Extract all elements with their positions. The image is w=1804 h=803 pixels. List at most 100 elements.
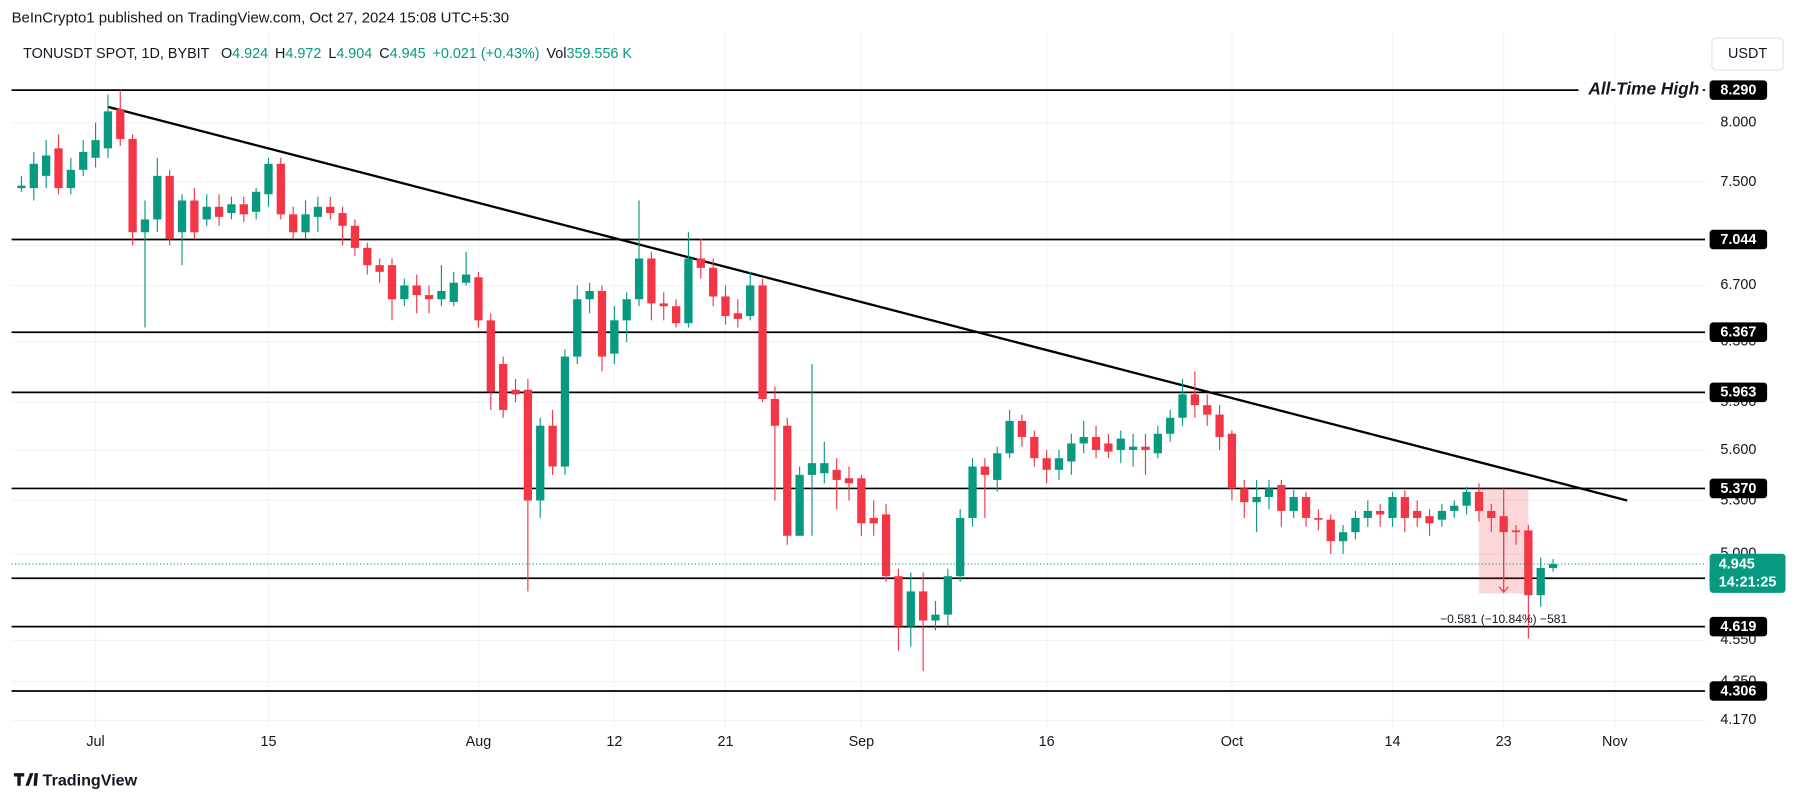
candle-body xyxy=(844,478,854,484)
candle-body xyxy=(1413,510,1422,518)
y-tick-label: 8.000 xyxy=(1720,115,1756,131)
candle-body xyxy=(1487,510,1496,518)
candle-body xyxy=(1203,405,1212,415)
level-label: 4.306 xyxy=(1720,683,1756,699)
candle-body xyxy=(1252,497,1261,503)
candle-body xyxy=(54,148,63,189)
trendline xyxy=(107,105,1628,502)
candle-body xyxy=(1363,510,1372,518)
level-label: 5.370 xyxy=(1720,481,1756,497)
level-text: All-Time High xyxy=(1587,79,1699,99)
candle-body xyxy=(461,274,471,283)
symbol-legend: TONUSDT SPOT, 1D, BYBIT O4.924 H4.972 L4.90… xyxy=(23,46,632,62)
currency-button[interactable] xyxy=(1711,37,1784,71)
candle-body xyxy=(906,591,915,627)
candle-body xyxy=(993,453,1002,480)
candle-body xyxy=(1079,436,1088,444)
candle-body xyxy=(684,258,693,324)
x-tick-label: 14 xyxy=(1384,734,1400,750)
overlay: −0.581 (−10.84%) −581 8.290 All-Time High 7… xyxy=(1440,78,1786,701)
legend-key: H xyxy=(275,46,285,62)
candle-body xyxy=(1067,443,1076,462)
level-label: 7.044 xyxy=(1720,232,1756,248)
legend-value: 4.945 xyxy=(390,46,426,62)
candle-body xyxy=(1400,497,1409,518)
brand-logo xyxy=(13,773,39,786)
candle-body xyxy=(1314,517,1323,520)
x-tick-label: 15 xyxy=(260,734,276,750)
level-label-box xyxy=(1709,229,1768,250)
candle-body xyxy=(560,356,570,467)
candle-body xyxy=(585,290,594,300)
currency-label[interactable]: USDT xyxy=(1728,46,1767,62)
measure-label: −0.581 (−10.84%) −581 xyxy=(1440,612,1567,626)
candle-body xyxy=(523,389,533,501)
candle-body xyxy=(301,214,310,233)
header: BeInCrypto1 published on TradingView.com… xyxy=(12,9,510,26)
candle-body xyxy=(671,306,681,324)
candle-body xyxy=(91,140,100,158)
candle-body xyxy=(1524,530,1533,596)
candle-body xyxy=(622,299,631,321)
candle-body xyxy=(214,206,224,217)
candle-body xyxy=(1104,443,1113,452)
candle-body xyxy=(474,277,483,321)
x-tick-label: Aug xyxy=(466,734,492,750)
candle-body xyxy=(1091,436,1101,450)
candle-body xyxy=(1499,516,1508,533)
candle-body xyxy=(659,303,668,307)
candle-body xyxy=(29,163,38,189)
candle-body xyxy=(894,576,903,627)
candle-body xyxy=(1178,394,1187,418)
x-tick-label: Nov xyxy=(1602,734,1628,750)
candle-body xyxy=(424,295,434,300)
candle-body xyxy=(326,206,335,214)
candle-body xyxy=(387,265,397,300)
level-label-box xyxy=(1709,322,1768,342)
candle-body xyxy=(400,285,409,300)
candle-body xyxy=(338,213,347,226)
candle-body xyxy=(634,258,644,300)
candle-body xyxy=(190,200,199,233)
candle-body xyxy=(289,214,298,233)
candle-body xyxy=(758,285,767,399)
legend-key: O xyxy=(221,46,232,62)
candle-body xyxy=(980,466,990,475)
candle-body xyxy=(1425,516,1434,524)
candle-body xyxy=(79,151,88,170)
candle-body xyxy=(239,204,248,215)
measure-arrowhead xyxy=(1498,586,1509,594)
candle-body xyxy=(573,299,582,357)
level-text-bg xyxy=(1578,78,1703,102)
candle-body xyxy=(807,463,817,475)
candle-body xyxy=(746,285,755,317)
brand: TradingView xyxy=(43,771,138,789)
candle-body xyxy=(536,425,545,501)
candle-body xyxy=(140,219,150,233)
candle-body xyxy=(918,591,928,621)
candle-body xyxy=(1388,497,1397,518)
candle-body xyxy=(1128,446,1138,450)
candle-body xyxy=(350,225,360,248)
candle-body xyxy=(1264,488,1274,498)
candle-body xyxy=(313,206,323,217)
candle-body xyxy=(733,313,742,319)
candle-body xyxy=(647,258,656,304)
candle-body xyxy=(511,389,520,395)
candle-body xyxy=(597,290,607,357)
candle-body xyxy=(610,320,619,354)
candle-body xyxy=(1277,485,1286,511)
candle-body xyxy=(202,206,211,220)
legend-key: Vol xyxy=(546,46,566,62)
level-label: 5.963 xyxy=(1720,385,1756,401)
candle-body xyxy=(968,466,977,518)
candle-body xyxy=(881,514,891,577)
candle-body xyxy=(943,576,952,615)
candle-body xyxy=(721,296,730,317)
candle-body xyxy=(486,320,495,392)
candle-body xyxy=(1054,458,1064,470)
candle-body xyxy=(696,258,705,268)
candle-body xyxy=(128,138,137,233)
